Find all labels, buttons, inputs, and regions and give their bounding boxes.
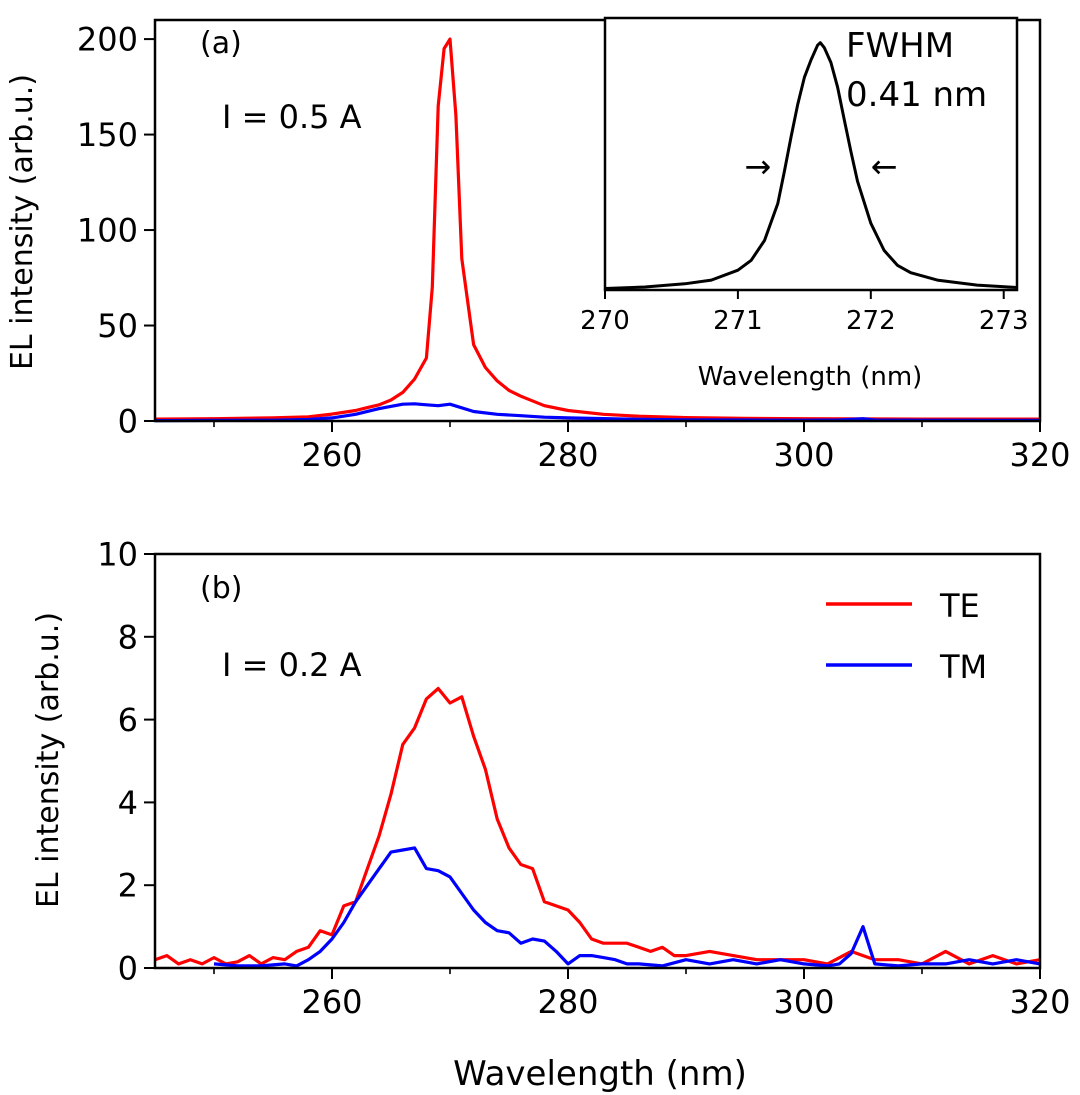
inset-fwhm-value: 0.41 nm [846, 75, 987, 115]
panel-b-series-te-line [154, 686, 1041, 966]
panel-b-x-tick-label: 320 [1009, 983, 1070, 1021]
panel-b-legend: TE TM [826, 587, 987, 686]
panel-a-label: (a) [200, 26, 242, 61]
panel-b-y-tick-label: 8 [118, 618, 138, 656]
inset-right-arrow: ← [871, 147, 898, 185]
inset-x-axis-label: Wavelength (nm) [698, 362, 923, 392]
panel-a-x-tick-label: 320 [1009, 436, 1070, 474]
panel-b-series-tm-line [213, 846, 1041, 968]
panel-a-y-tick-label: 200 [77, 21, 138, 59]
panel-b-x-tick-label: 280 [537, 983, 598, 1021]
panel-a-y-tick-label: 100 [77, 212, 138, 250]
panel-a-x-tick-label: 260 [301, 436, 362, 474]
inset-x-tick-label: 270 [580, 306, 630, 336]
inset-plot: 270 271 272 273 FWHM 0.41 nm → ← Wavelength… [580, 16, 1029, 392]
panel-a: 260 280 300 320 0 50 100 150 200 (a) I = 0.5 A 2… [5, 16, 1071, 474]
panel-b-y-tick-label: 6 [118, 701, 138, 739]
panel-b-y-tick-label: 10 [97, 536, 138, 574]
panel-a-frame [153, 18, 1042, 423]
panel-b-x-tick-label: 300 [773, 983, 834, 1021]
inset-x-tick-label: 271 [713, 306, 763, 336]
panel-a-y-tick-label: 50 [97, 307, 138, 345]
panel-b-y-tick-label: 2 [118, 867, 138, 905]
legend-te-label: TE [939, 587, 980, 625]
inset-frame [603, 16, 1019, 292]
panel-a-axes: 260 280 300 320 0 50 100 150 200 [77, 18, 1071, 474]
inset-x-tick-label: 272 [846, 306, 896, 336]
inset-series-spectrum-line [604, 41, 1018, 290]
panel-b-x-axis-label: Wavelength (nm) [453, 1054, 747, 1094]
panel-b-y-tick-label: 0 [118, 950, 138, 988]
panel-a-x-tick-label: 300 [773, 436, 834, 474]
panel-a-x-tick-label: 280 [537, 436, 598, 474]
panel-b-label: (b) [200, 571, 242, 606]
inset-series [604, 18, 1018, 290]
legend-tm-label: TM [939, 648, 987, 686]
panel-a-current-label: I = 0.5 A [222, 98, 362, 136]
inset-axes: 270 271 272 273 [580, 16, 1029, 336]
panel-a-series-te-line [154, 37, 1040, 421]
panel-b-y-tick-label: 4 [118, 784, 138, 822]
panel-b-series [154, 686, 1041, 968]
panel-a-y-tick-label: 150 [77, 116, 138, 154]
panel-a-series [154, 37, 1040, 423]
inset-left-arrow: → [744, 147, 771, 185]
inset-fwhm-label: FWHM [846, 26, 954, 66]
panel-b-current-label: I = 0.2 A [222, 646, 362, 684]
panel-b-axes: 260 280 300 320 0 2 4 6 8 10 [97, 536, 1070, 1021]
panel-b-frame [153, 552, 1042, 970]
panel-a-y-tick-label: 0 [118, 403, 138, 441]
panel-a-series-tm-line [154, 402, 1040, 423]
inset-x-tick-label: 273 [979, 306, 1029, 336]
panel-a-y-axis-label: EL intensity (arb.u.) [5, 74, 40, 370]
panel-b-y-axis-label: EL intensity (arb.u.) [31, 612, 66, 908]
panel-b-x-tick-label: 260 [301, 983, 362, 1021]
